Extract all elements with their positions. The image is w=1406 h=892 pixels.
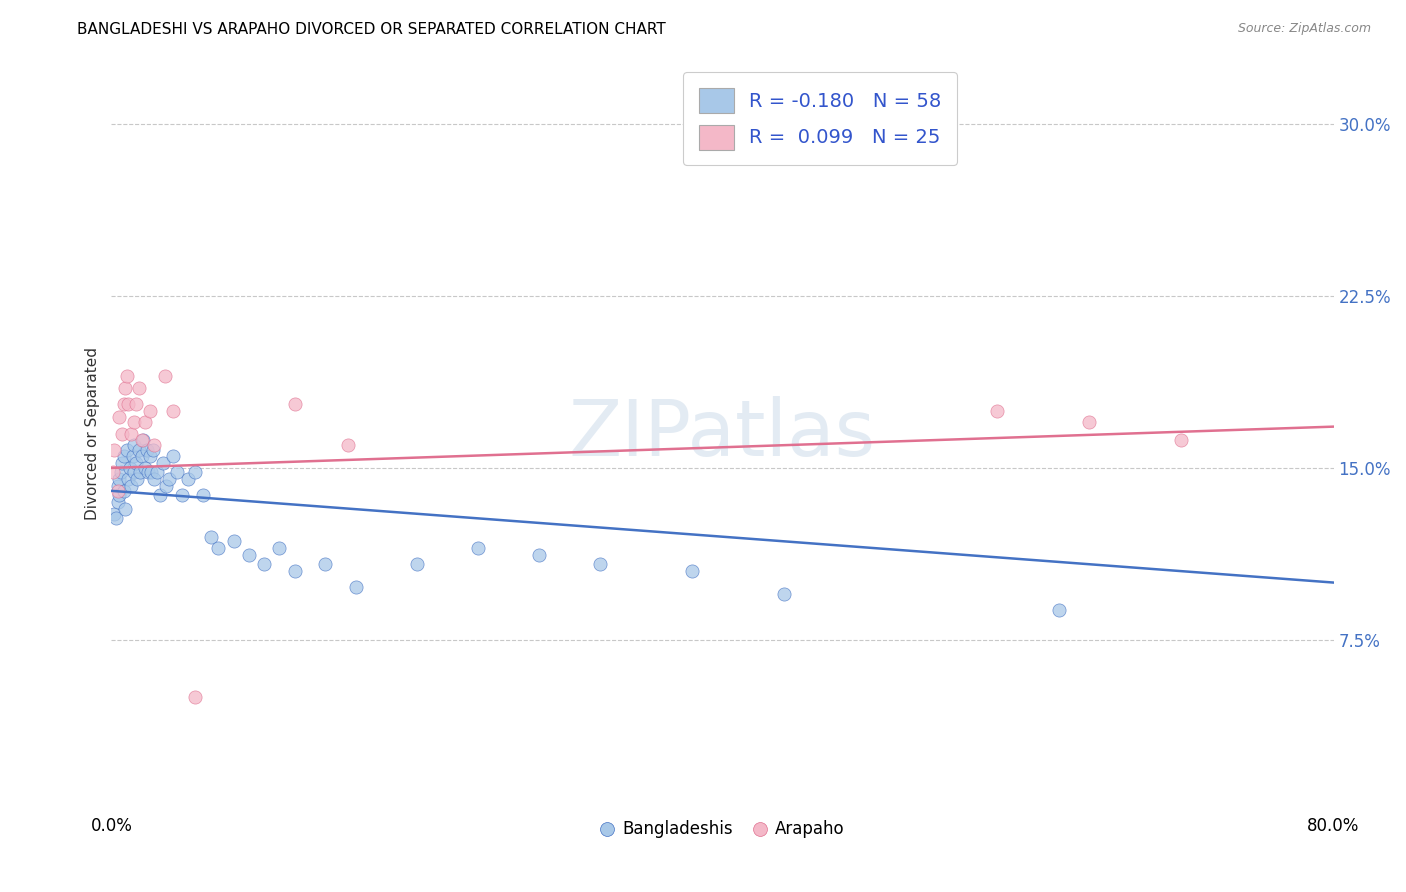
Point	[104, 511, 127, 525]
Point	[153, 369, 176, 384]
Point	[118, 461, 141, 475]
Point	[155, 479, 177, 493]
Point	[284, 397, 307, 411]
Point	[184, 690, 207, 705]
Point	[101, 466, 124, 480]
Point	[200, 530, 222, 544]
Point	[184, 466, 207, 480]
Point	[170, 488, 193, 502]
Point	[191, 488, 214, 502]
Point	[136, 466, 159, 480]
Point	[162, 450, 184, 464]
Point	[111, 426, 134, 441]
Point	[131, 434, 153, 448]
Point	[124, 438, 146, 452]
Point	[107, 483, 129, 498]
Point	[207, 541, 229, 556]
Point	[284, 564, 307, 578]
Point	[222, 534, 245, 549]
Point	[125, 397, 148, 411]
Legend: Bangladeshis, Arapaho: Bangladeshis, Arapaho	[593, 814, 851, 845]
Point	[114, 502, 136, 516]
Point	[108, 410, 131, 425]
Point	[135, 442, 157, 457]
Point	[143, 472, 166, 486]
Point	[128, 442, 150, 457]
Point	[146, 466, 169, 480]
Point	[139, 466, 162, 480]
Point	[1170, 434, 1192, 448]
Point	[128, 381, 150, 395]
Point	[131, 450, 153, 464]
Point	[253, 558, 276, 572]
Point	[108, 488, 131, 502]
Point	[467, 541, 489, 556]
Point	[142, 442, 165, 457]
Point	[112, 483, 135, 498]
Point	[115, 442, 138, 457]
Point	[127, 472, 149, 486]
Y-axis label: Divorced or Separated: Divorced or Separated	[86, 347, 100, 520]
Point	[149, 488, 172, 502]
Point	[406, 558, 429, 572]
Point	[986, 403, 1008, 417]
Point	[117, 397, 139, 411]
Point	[269, 541, 291, 556]
Point	[107, 479, 129, 493]
Point	[103, 442, 125, 457]
Point	[134, 461, 156, 475]
Point	[337, 438, 360, 452]
Point	[124, 415, 146, 429]
Point	[152, 456, 174, 470]
Point	[527, 548, 550, 562]
Point	[166, 466, 188, 480]
Point	[344, 580, 367, 594]
Point	[121, 450, 143, 464]
Point	[115, 369, 138, 384]
Point	[129, 466, 152, 480]
Point	[772, 587, 794, 601]
Point	[111, 456, 134, 470]
Point	[117, 472, 139, 486]
Point	[159, 472, 181, 486]
Point	[120, 479, 142, 493]
Point	[125, 456, 148, 470]
Point	[681, 564, 703, 578]
Point	[589, 558, 612, 572]
Point	[132, 434, 155, 448]
Point	[120, 426, 142, 441]
Text: Source: ZipAtlas.com: Source: ZipAtlas.com	[1237, 22, 1371, 36]
Point	[314, 558, 336, 572]
Point	[110, 466, 132, 480]
Text: ZIPatlas: ZIPatlas	[569, 395, 876, 472]
Point	[1047, 603, 1070, 617]
Point	[112, 397, 135, 411]
Point	[112, 450, 135, 464]
Point	[124, 466, 146, 480]
Point	[107, 495, 129, 509]
Point	[108, 472, 131, 486]
Point	[162, 403, 184, 417]
Point	[143, 438, 166, 452]
Point	[238, 548, 260, 562]
Point	[177, 472, 200, 486]
Point	[138, 403, 160, 417]
Point	[103, 507, 125, 521]
Point	[114, 381, 136, 395]
Text: BANGLADESHI VS ARAPAHO DIVORCED OR SEPARATED CORRELATION CHART: BANGLADESHI VS ARAPAHO DIVORCED OR SEPAR…	[77, 22, 666, 37]
Point	[1078, 415, 1101, 429]
Point	[138, 450, 160, 464]
Point	[134, 415, 156, 429]
